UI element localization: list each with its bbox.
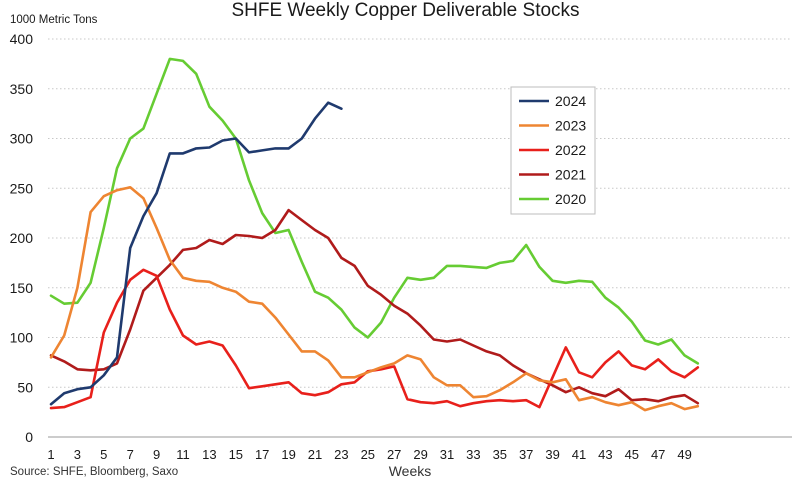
x-tick-label: 5 <box>100 447 107 462</box>
x-tick-label: 15 <box>229 447 243 462</box>
legend-label-2024: 2024 <box>555 93 586 109</box>
series-line-2024 <box>49 101 343 406</box>
x-tick-label: 13 <box>202 447 216 462</box>
series-line-2020 <box>49 57 700 365</box>
x-tick-label: 37 <box>519 447 533 462</box>
y-tick-label: 100 <box>10 330 34 346</box>
x-tick-label: 33 <box>466 447 480 462</box>
x-tick-label: 25 <box>361 447 375 462</box>
y-tick-label: 350 <box>10 81 34 97</box>
x-tick-label: 47 <box>651 447 665 462</box>
x-tick-label: 49 <box>677 447 691 462</box>
y-tick-label: 300 <box>10 131 34 147</box>
legend-label-2020: 2020 <box>555 191 586 207</box>
x-tick-label: 27 <box>387 447 401 462</box>
x-tick-label: 23 <box>334 447 348 462</box>
x-tick-label: 35 <box>493 447 507 462</box>
series-line-2021 <box>49 208 700 405</box>
chart-title: SHFE Weekly Copper Deliverable Stocks <box>231 0 580 21</box>
x-tick-label: 21 <box>308 447 322 462</box>
y-tick-label: 0 <box>25 429 33 445</box>
x-axis-label: Weeks <box>388 463 432 479</box>
legend-label-2022: 2022 <box>555 142 586 158</box>
y-tick-label: 250 <box>10 180 34 196</box>
x-tick-label: 19 <box>281 447 295 462</box>
legend-label-2023: 2023 <box>555 118 586 134</box>
x-tick-label: 1 <box>47 447 54 462</box>
y-tick-label: 400 <box>10 31 34 47</box>
x-tick-label: 9 <box>153 447 160 462</box>
y-tick-label: 200 <box>10 230 34 246</box>
x-tick-label: 43 <box>598 447 612 462</box>
x-tick-label: 7 <box>127 447 134 462</box>
y-axis-unit-label: 1000 Metric Tons <box>10 14 98 26</box>
x-tick-label: 3 <box>74 447 81 462</box>
y-tick-label: 50 <box>17 379 33 395</box>
legend-label-2021: 2021 <box>555 167 586 183</box>
x-tick-label: 41 <box>572 447 586 462</box>
series-line-2023 <box>49 186 700 412</box>
x-tick-label: 39 <box>545 447 559 462</box>
source-note: Source: SHFE, Bloomberg, Saxo <box>10 466 179 478</box>
x-tick-label: 31 <box>440 447 454 462</box>
y-tick-label: 150 <box>10 280 34 296</box>
x-tick-label: 17 <box>255 447 269 462</box>
x-tick-label: 11 <box>176 447 190 462</box>
x-tick-label: 45 <box>625 447 639 462</box>
x-tick-label: 29 <box>413 447 427 462</box>
